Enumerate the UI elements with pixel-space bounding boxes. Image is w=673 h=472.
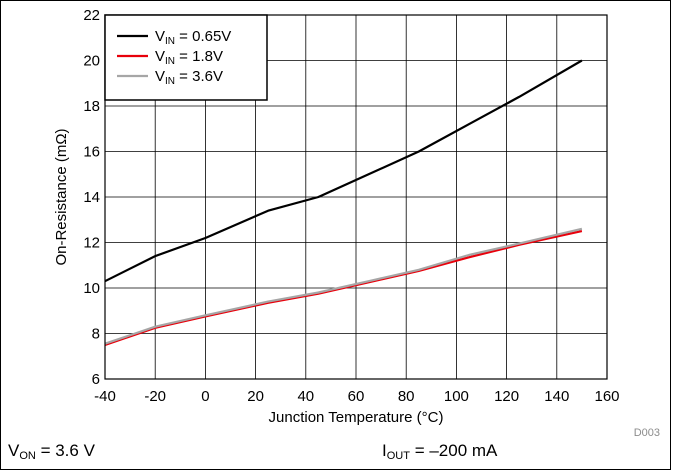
x-tick-label: 100 bbox=[444, 388, 469, 405]
y-tick-label: 12 bbox=[83, 235, 100, 252]
x-tick-label: -40 bbox=[94, 388, 116, 405]
legend-box bbox=[104, 14, 268, 101]
von-main: V bbox=[8, 441, 20, 460]
iout-main: I bbox=[382, 441, 387, 460]
x-tick-label: 40 bbox=[297, 388, 314, 405]
iout-rest: = –200 mA bbox=[409, 441, 498, 460]
series-line-1 bbox=[104, 59, 583, 283]
von-rest: = 3.6 V bbox=[35, 441, 95, 460]
von-sub: ON bbox=[19, 450, 36, 462]
x-tick-labels: -40 -20 0 20 40 60 80 100 120 140 160 bbox=[94, 388, 619, 405]
x-tick-label: 140 bbox=[544, 388, 569, 405]
x-tick-label: 0 bbox=[201, 388, 209, 405]
von-condition: VON = 3.6 V bbox=[8, 441, 95, 462]
legend-label: VIN = 1.8V bbox=[155, 48, 223, 67]
x-tick-label: -20 bbox=[144, 388, 166, 405]
x-tick-label: 60 bbox=[348, 388, 365, 405]
y-tick-labels: 6 8 10 12 14 16 18 20 22 bbox=[83, 7, 100, 388]
legend-label: VIN = 3.6V bbox=[155, 68, 223, 87]
plot-border bbox=[104, 14, 608, 380]
y-tick-label: 8 bbox=[92, 326, 100, 343]
iout-sub: OUT bbox=[386, 450, 410, 462]
iout-condition: IOUT = –200 mA bbox=[382, 441, 497, 462]
x-tick-label: 120 bbox=[494, 388, 519, 405]
y-tick-label: 14 bbox=[83, 189, 100, 206]
y-tick-label: 18 bbox=[83, 98, 100, 115]
legend-label: VIN = 0.65V bbox=[155, 28, 231, 47]
y-tick-label: 16 bbox=[83, 144, 100, 161]
y-tick-label: 20 bbox=[83, 53, 100, 70]
x-tick-label: 160 bbox=[594, 388, 619, 405]
x-tick-label: 20 bbox=[247, 388, 264, 405]
x-axis-label: Junction Temperature (°C) bbox=[269, 409, 444, 426]
x-tick-label: 80 bbox=[398, 388, 415, 405]
y-tick-label: 6 bbox=[92, 371, 100, 388]
y-tick-label: 22 bbox=[83, 7, 100, 24]
y-axis-label: On-Resistance (mΩ) bbox=[53, 128, 70, 265]
figure-id-annotation: D003 bbox=[634, 427, 660, 439]
series-lines bbox=[104, 59, 583, 346]
series-line-3 bbox=[104, 227, 583, 345]
y-tick-label: 10 bbox=[83, 280, 100, 297]
